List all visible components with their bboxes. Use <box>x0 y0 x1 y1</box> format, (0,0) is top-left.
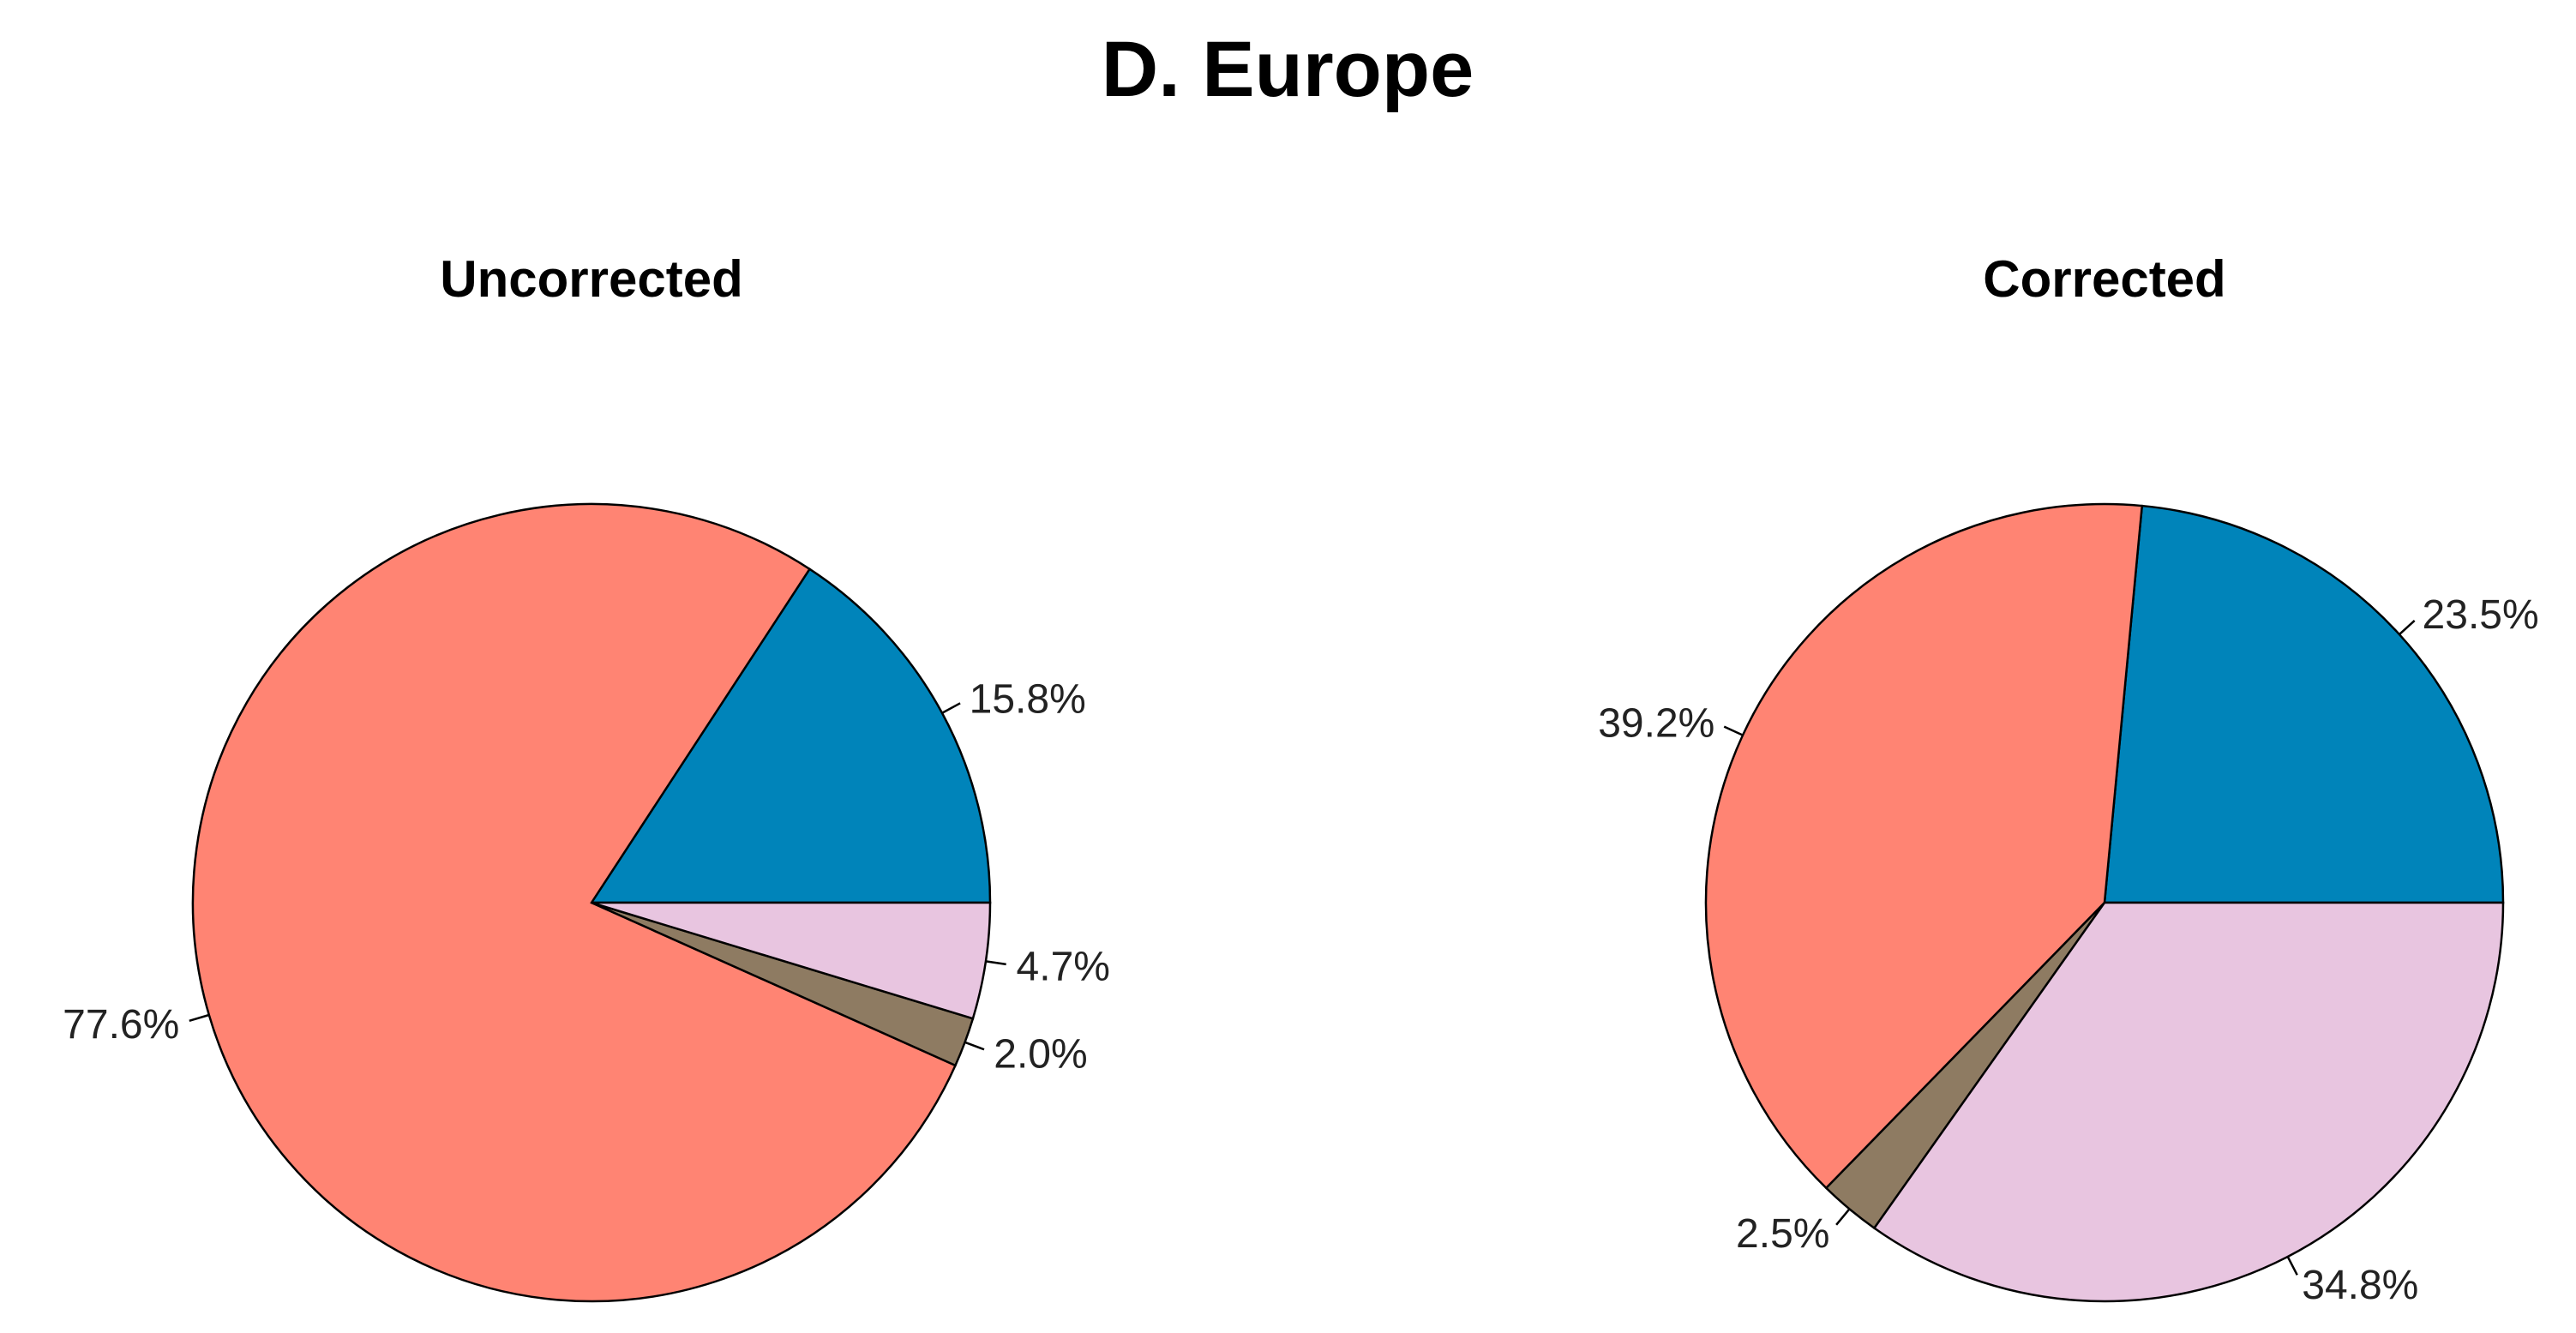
pie-uncorrected-slices: 15.8% 77.6% 2.0% 4.7% <box>63 502 1110 1303</box>
pie-corrected-slices: 23.5% 39.2% 2.5% 34.8% <box>1598 502 2539 1308</box>
figure-title: D. Europe <box>1102 26 1474 113</box>
pie-title-uncorrected: Uncorrected <box>440 250 742 308</box>
slice-value-label: 77.6% <box>63 1002 179 1048</box>
slice-value-label: 2.0% <box>994 1031 1087 1077</box>
pie-chart-uncorrected: Uncorrected 15.8% 77.6% 2.0% 4.7% <box>63 250 1110 1303</box>
pie-slice <box>1872 901 2505 1303</box>
label-leader-line <box>964 1041 985 1051</box>
label-leader-line <box>941 702 961 714</box>
slice-value-label: 39.2% <box>1598 701 1714 747</box>
label-leader-line <box>2399 619 2416 635</box>
label-leader-line <box>2286 1256 2298 1276</box>
pie-slice <box>2103 504 2505 904</box>
slice-value-label: 2.5% <box>1736 1211 1829 1257</box>
slice-value-label: 15.8% <box>970 677 1086 723</box>
label-leader-line <box>1723 725 1744 736</box>
slice-value-label: 4.7% <box>1017 945 1110 990</box>
label-leader-line <box>985 960 1006 966</box>
pie-slice <box>191 502 958 1303</box>
pie-chart-corrected: Corrected 23.5% 39.2% 2.5% 34.8% <box>1598 250 2538 1308</box>
label-leader-line <box>1835 1208 1851 1226</box>
slice-value-label: 34.8% <box>2302 1263 2418 1308</box>
slice-value-label: 23.5% <box>2423 592 2539 638</box>
pie-title-corrected: Corrected <box>1983 250 2225 308</box>
label-leader-line <box>189 1013 210 1022</box>
